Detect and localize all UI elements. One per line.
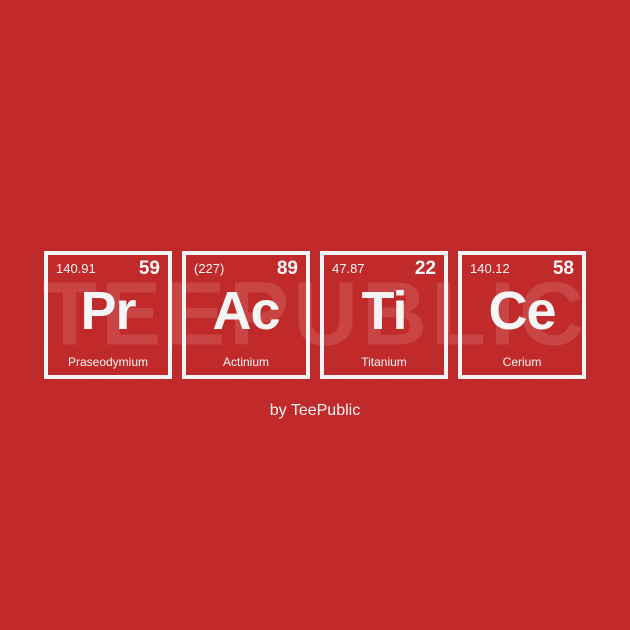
atomic-mass: (227): [194, 261, 224, 276]
atomic-number: 22: [415, 258, 436, 280]
atomic-mass: 47.87: [332, 261, 365, 276]
element-symbol: Pr: [80, 280, 135, 342]
element-name: Titanium: [361, 355, 407, 369]
element-name: Cerium: [503, 355, 542, 369]
element-tile-ti: 47.87 22 Ti Titanium: [320, 251, 448, 379]
atomic-mass: 140.12: [470, 261, 510, 276]
element-tile-ce: 140.12 58 Ce Cerium: [458, 251, 586, 379]
atomic-mass: 140.91: [56, 261, 96, 276]
atomic-number: 59: [139, 258, 160, 280]
element-tile-pr: 140.91 59 Pr Praseodymium: [44, 251, 172, 379]
element-symbol: Ac: [212, 280, 279, 342]
periodic-tiles-row: 140.91 59 Pr Praseodymium (227) 89 Ac Ac…: [44, 251, 586, 379]
element-name: Actinium: [223, 355, 269, 369]
attribution-text: by TeePublic: [270, 402, 360, 420]
element-name: Praseodymium: [68, 355, 148, 369]
element-symbol: Ti: [361, 280, 406, 342]
element-tile-ac: (227) 89 Ac Actinium: [182, 251, 310, 379]
element-symbol: Ce: [488, 280, 555, 342]
atomic-number: 89: [277, 258, 298, 280]
atomic-number: 58: [553, 258, 574, 280]
